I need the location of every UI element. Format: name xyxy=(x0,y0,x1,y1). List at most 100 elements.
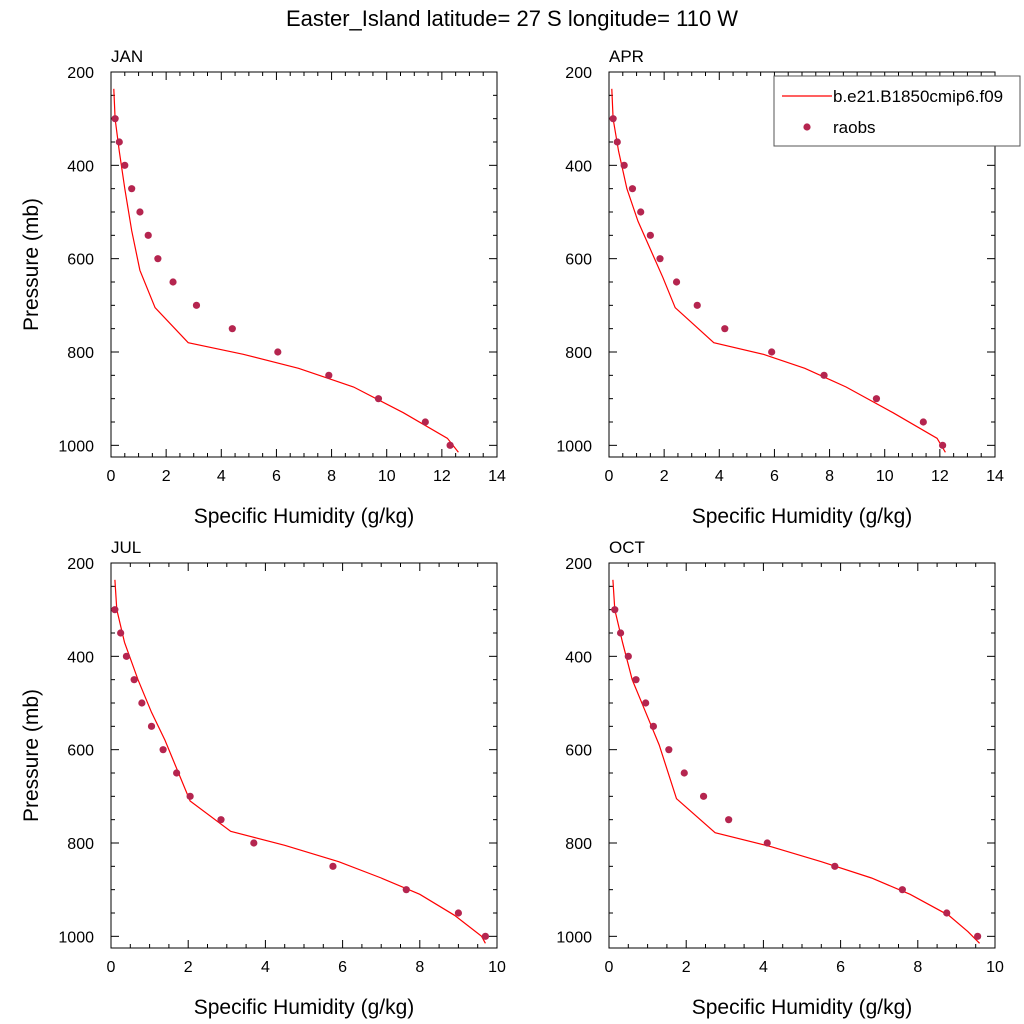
raobs-point xyxy=(620,161,628,169)
panel-title: APR xyxy=(609,47,644,66)
x-tick-label: 4 xyxy=(217,468,226,485)
raobs-point xyxy=(872,395,881,403)
legend-box xyxy=(773,75,1021,147)
x-tick-label: 0 xyxy=(107,468,116,485)
raobs-point xyxy=(628,185,637,193)
y-tick-label: 400 xyxy=(67,649,94,666)
x-tick-label: 0 xyxy=(605,468,614,485)
panel-jan: JAN 0 2 4 6 8 10 12 14 200 400 600 800 1000 Specific H… xyxy=(20,47,506,528)
raobs-point xyxy=(939,441,947,449)
raobs-point xyxy=(402,886,410,894)
raobs-point xyxy=(613,138,621,146)
raobs-point xyxy=(111,115,119,123)
x-tick-label: 4 xyxy=(715,468,724,485)
raobs-point xyxy=(136,208,144,216)
y-tick-label: 1000 xyxy=(58,438,94,455)
x-tick-label: 4 xyxy=(759,959,768,976)
legend-label: b.e21.B1850cmip6.f09 xyxy=(833,87,1003,106)
raobs-point xyxy=(250,839,258,847)
y-tick-label: 200 xyxy=(565,556,592,573)
raobs-point xyxy=(192,301,201,309)
raobs-point xyxy=(763,839,771,847)
model-profile-line xyxy=(113,88,459,453)
raobs-point xyxy=(217,816,225,824)
x-tick-label: 8 xyxy=(415,959,424,976)
panel-oct: OCT 0 2 4 6 8 10 200 400 600 800 1000 Specific Humid… xyxy=(556,538,1004,1019)
raobs-point xyxy=(672,278,681,286)
y-tick-label: 400 xyxy=(67,158,94,175)
raobs-point xyxy=(680,769,688,777)
panel-title: JUL xyxy=(111,538,141,557)
raobs-point xyxy=(481,932,490,940)
y-tick-label: 1000 xyxy=(556,438,592,455)
x-tick-label: 2 xyxy=(682,959,691,976)
plot-frame xyxy=(608,562,996,949)
x-tick-label: 6 xyxy=(770,468,779,485)
raobs-point xyxy=(637,208,645,216)
raobs-point xyxy=(624,652,632,660)
raobs-point xyxy=(154,255,162,263)
raobs-point xyxy=(147,722,156,730)
x-tick-label: 8 xyxy=(825,468,834,485)
raobs-point xyxy=(943,909,951,917)
y-tick-label: 800 xyxy=(565,836,592,853)
panel-jul: JUL 0 2 4 6 8 10 200 400 600 800 1000 Specific Humid… xyxy=(20,538,506,1019)
legend-label: raobs xyxy=(833,118,876,137)
y-tick-label: 1000 xyxy=(58,929,94,946)
x-axis-label: Specific Humidity (g/kg) xyxy=(194,996,415,1019)
x-tick-label: 12 xyxy=(931,468,949,485)
raobs-point xyxy=(611,606,619,614)
y-axis-label: Pressure (mb) xyxy=(20,689,43,822)
x-tick-label: 10 xyxy=(986,959,1004,976)
raobs-point xyxy=(649,722,657,730)
y-tick-label: 800 xyxy=(67,836,94,853)
raobs-point xyxy=(138,699,146,707)
panel-title: OCT xyxy=(609,538,645,557)
raobs-point xyxy=(128,185,136,193)
raobs-point xyxy=(117,629,125,637)
raobs-point xyxy=(693,301,701,309)
x-tick-label: 8 xyxy=(327,468,336,485)
raobs-point xyxy=(374,395,383,403)
x-tick-label: 6 xyxy=(272,468,281,485)
raobs-point xyxy=(173,769,181,777)
x-axis-label: Specific Humidity (g/kg) xyxy=(692,996,913,1019)
raobs-point xyxy=(144,231,152,239)
raobs-point xyxy=(721,325,729,333)
x-tick-label: 10 xyxy=(488,959,506,976)
y-tick-label: 800 xyxy=(565,345,592,362)
raobs-point xyxy=(329,862,337,870)
raobs-point xyxy=(642,699,650,707)
x-tick-label: 12 xyxy=(433,468,451,485)
y-axis-label: Pressure (mb) xyxy=(20,198,43,331)
raobs-point xyxy=(699,792,708,800)
raobs-point xyxy=(609,115,617,123)
raobs-point xyxy=(274,348,282,356)
x-tick-label: 0 xyxy=(605,959,614,976)
x-tick-label: 14 xyxy=(488,468,506,485)
y-tick-label: 600 xyxy=(565,252,592,269)
y-tick-label: 400 xyxy=(565,649,592,666)
model-profile-line xyxy=(114,579,486,944)
x-tick-label: 6 xyxy=(338,959,347,976)
raobs-point xyxy=(454,909,462,917)
legend: b.e21.B1850cmip6.f09 raobs xyxy=(773,75,1021,147)
raobs-point xyxy=(665,746,673,754)
raobs-point xyxy=(159,746,167,754)
y-tick-label: 600 xyxy=(67,743,94,760)
raobs-point xyxy=(122,652,131,660)
raobs-point xyxy=(228,325,236,333)
raobs-point xyxy=(656,255,664,263)
raobs-point xyxy=(169,278,177,286)
raobs-point xyxy=(115,138,123,146)
x-tick-label: 2 xyxy=(660,468,669,485)
y-tick-label: 200 xyxy=(565,65,592,82)
plot-frame xyxy=(110,71,498,458)
raobs-point xyxy=(130,676,138,684)
y-tick-label: 1000 xyxy=(556,929,592,946)
figure-title: Easter_Island latitude= 27 S longitude= … xyxy=(286,6,738,31)
x-tick-label: 4 xyxy=(261,959,270,976)
y-tick-label: 800 xyxy=(67,345,94,362)
y-tick-label: 200 xyxy=(67,556,94,573)
